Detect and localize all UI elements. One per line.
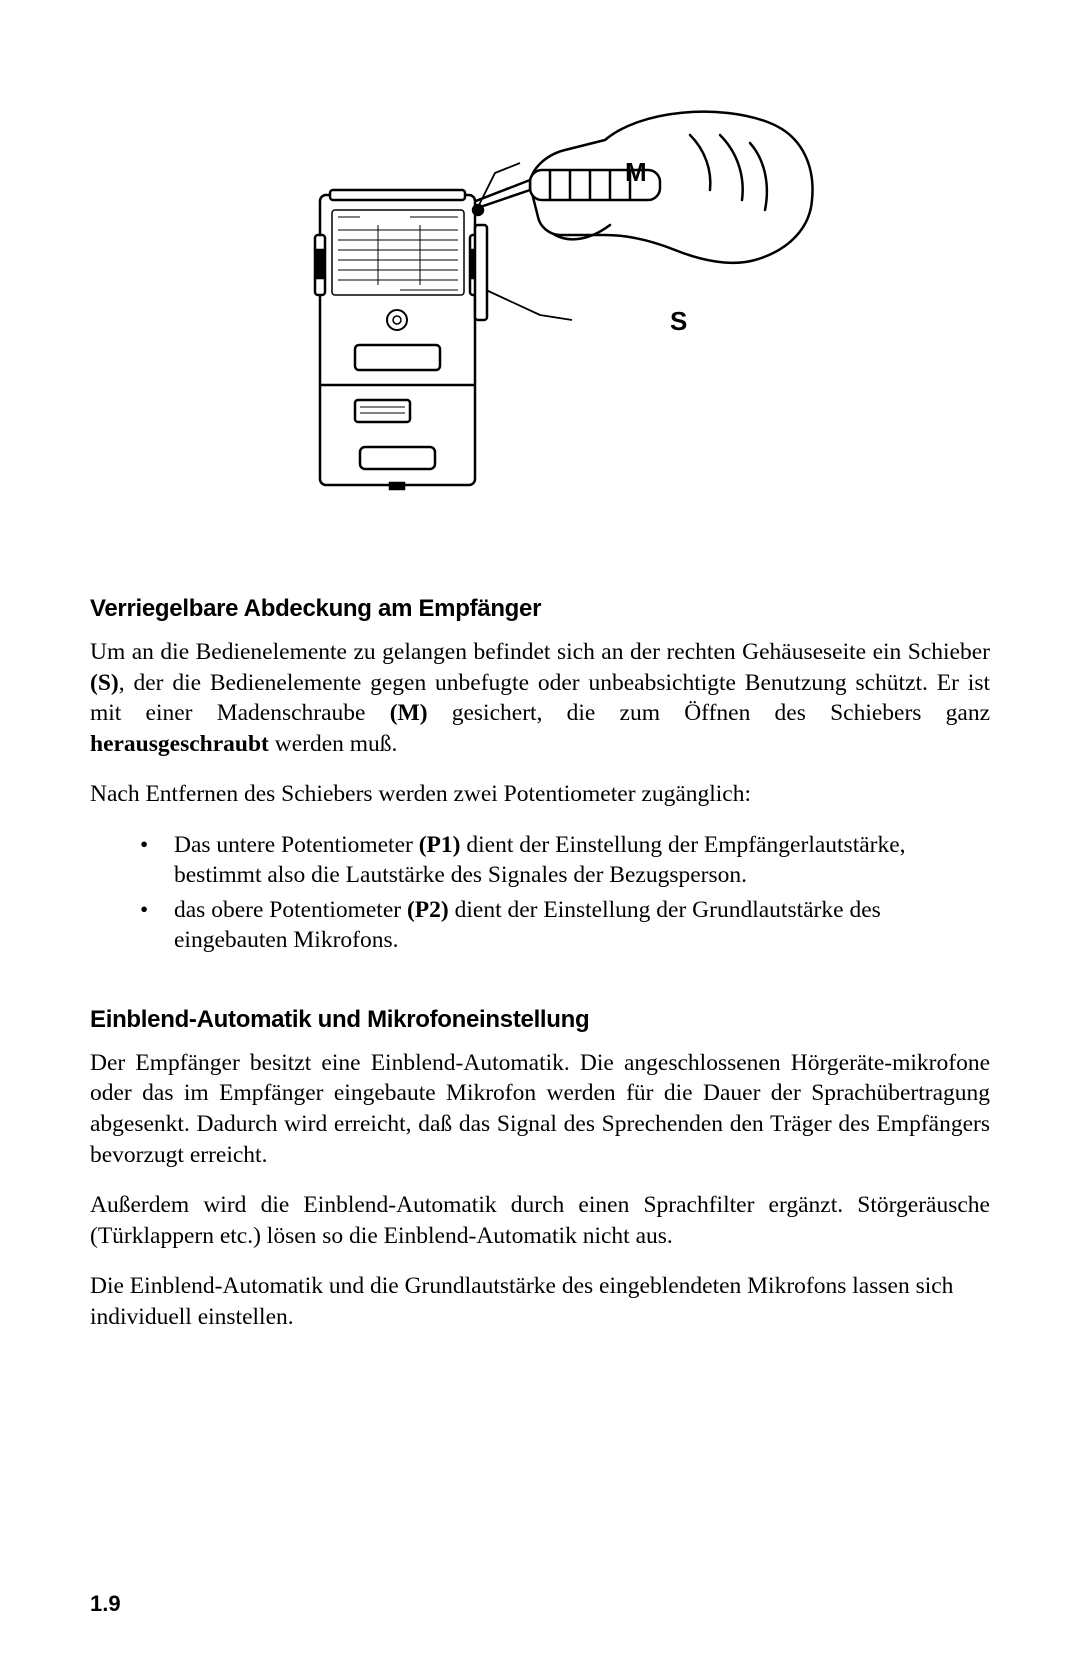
- label-p2: (P2): [407, 897, 449, 923]
- section2-heading: Einblend-Automatik und Mikrofoneinstellu…: [90, 1006, 990, 1034]
- text: das obere Potentiometer: [174, 897, 407, 923]
- text: werden muß.: [269, 731, 398, 757]
- label-m-ref: (M): [390, 700, 428, 726]
- text: Um an die Bedienelemente zu gelangen bef…: [90, 639, 990, 665]
- potentiometer-list: Das untere Potentiometer (P1) dient der …: [90, 830, 990, 956]
- list-item: Das untere Potentiometer (P1) dient der …: [140, 830, 990, 891]
- figure-label-s: S: [670, 306, 687, 337]
- device-illustration: [260, 95, 820, 525]
- page-number: 1.9: [90, 1591, 121, 1617]
- section2-para2: Außerdem wird die Einblend-Automatik dur…: [90, 1190, 990, 1251]
- document-page: M S Verriegelbare Abdeckung am Empfänger…: [0, 0, 1080, 1677]
- section1-para2: Nach Entfernen des Schiebers werden zwei…: [90, 779, 990, 810]
- label-s-ref: (S): [90, 670, 119, 696]
- figure-area: M S: [90, 95, 990, 535]
- section2-para3: Die Einblend-Automatik und die Grundlaut…: [90, 1271, 990, 1332]
- text: gesichert, die zum Öffnen des Schiebers …: [428, 700, 990, 726]
- section1-heading: Verriegelbare Abdeckung am Empfänger: [90, 595, 990, 623]
- section2: Einblend-Automatik und Mikrofoneinstellu…: [90, 1006, 990, 1332]
- section1-para1: Um an die Bedienelemente zu gelangen bef…: [90, 637, 990, 759]
- figure-label-m: M: [625, 157, 647, 188]
- bold-word: herausgeschraubt: [90, 731, 269, 757]
- list-item: das obere Potentiometer (P2) dient der E…: [140, 895, 990, 956]
- text: Das untere Potentiometer: [174, 832, 419, 858]
- section2-para1: Der Empfänger besitzt eine Einblend-Auto…: [90, 1048, 990, 1170]
- label-p1: (P1): [419, 832, 461, 858]
